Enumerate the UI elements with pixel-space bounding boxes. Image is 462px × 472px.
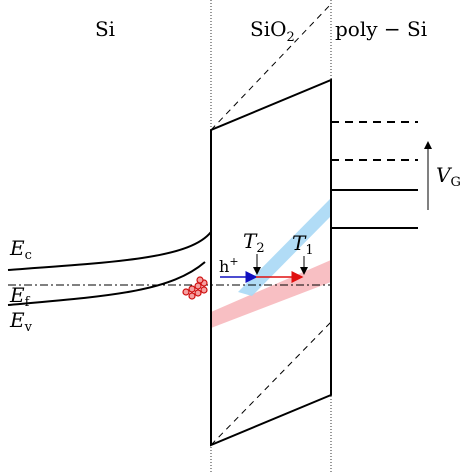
tunnel-label: T2 xyxy=(243,229,265,256)
conduction-band xyxy=(8,232,211,270)
region-label: poly − Si xyxy=(335,17,427,41)
page: Si SiO2 poly − Si Ec Ef Ev h+ T2 T1 VG (… xyxy=(0,0,462,472)
region-label: Si xyxy=(95,17,115,41)
carrier-label: h+ xyxy=(219,255,239,276)
region-label: SiO2 xyxy=(250,17,295,45)
holes xyxy=(183,277,207,299)
band-diagram: Si SiO2 poly − Si Ec Ef Ev h+ T2 T1 VG xyxy=(0,0,462,472)
band-label: Ec xyxy=(9,236,32,263)
dashed-line xyxy=(211,322,331,445)
voltage-label: VG xyxy=(436,163,461,190)
band-label: Ev xyxy=(9,308,33,335)
band-label: Ef xyxy=(9,283,31,310)
